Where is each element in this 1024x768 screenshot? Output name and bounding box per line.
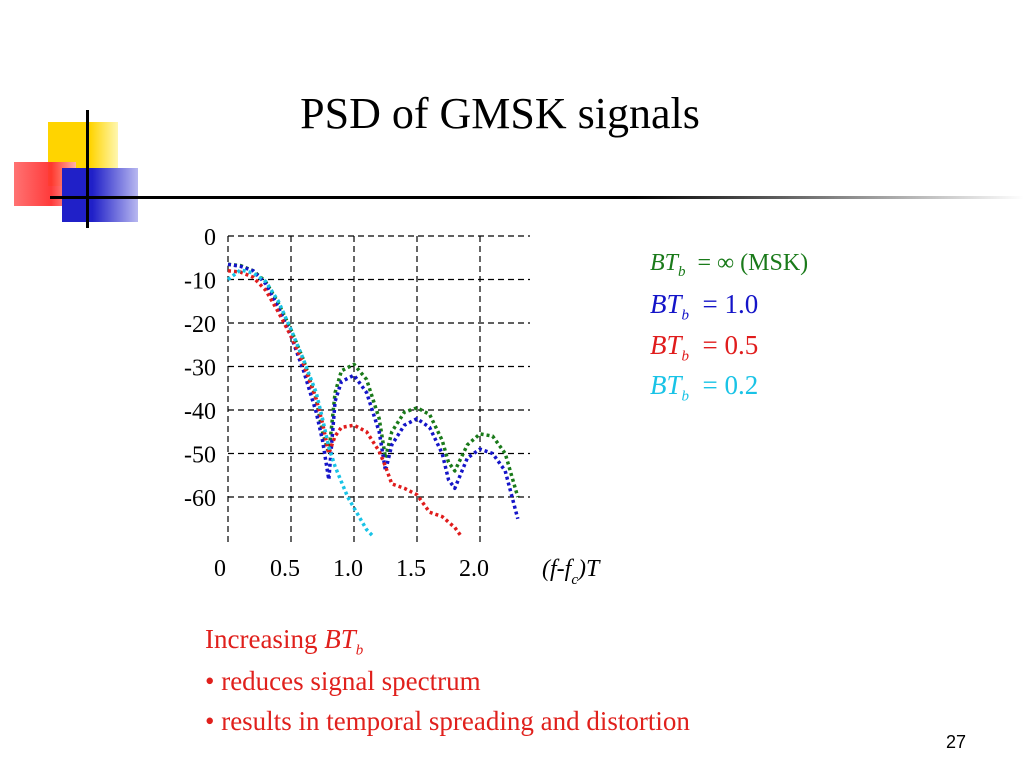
legend-item-bt: BT xyxy=(650,289,682,319)
note-line-1-text: Increasing xyxy=(205,624,325,654)
legend-item-bt: BT xyxy=(650,370,682,400)
legend-item: BTb = ∞ (MSK) xyxy=(650,250,808,281)
decor-blue-square xyxy=(62,168,138,222)
x-tick-label: 2.0 xyxy=(459,556,489,582)
note-line-2: • reduces signal spectrum xyxy=(205,666,481,696)
legend-item-value: = ∞ (MSK) xyxy=(685,250,809,276)
page-number: 27 xyxy=(945,732,966,752)
series-line xyxy=(227,269,463,538)
legend-item-value: = 1.0 xyxy=(689,289,759,319)
decor-vertical-line xyxy=(86,110,89,228)
slide-title: PSD of GMSK signals xyxy=(300,89,700,138)
legend-item: BTb = 0.2 xyxy=(650,370,758,405)
y-tick-label: -20 xyxy=(184,312,216,338)
legend-item: BTb = 0.5 xyxy=(650,330,758,365)
y-tick-label: 0 xyxy=(204,225,216,251)
note-line-1-bt: BT xyxy=(324,624,356,654)
title-underline xyxy=(50,196,1024,199)
legend-item-sub: b xyxy=(681,307,690,324)
note-line-1-sub: b xyxy=(355,642,364,659)
legend-item-sub: b xyxy=(681,348,690,365)
legend-item-sub: b xyxy=(681,388,690,405)
series-line xyxy=(226,268,375,538)
note-line-1: Increasing BTb xyxy=(205,624,363,659)
x-tick-label: 1.0 xyxy=(333,556,363,582)
legend-item-value: = 0.5 xyxy=(689,330,759,360)
x-axis-label: (f-fc)T xyxy=(542,556,601,588)
legend-item: BTb = 1.0 xyxy=(650,289,758,324)
y-tick-label: -40 xyxy=(184,399,216,425)
legend-item-bt: BT xyxy=(650,330,682,360)
x-tick-label: 0 xyxy=(214,556,226,582)
y-tick-label: -60 xyxy=(184,486,216,512)
series-line xyxy=(227,262,520,520)
legend-item-value: = 0.2 xyxy=(689,370,759,400)
legend-item-bt: BT xyxy=(650,250,679,276)
x-tick-label: 1.5 xyxy=(396,556,426,582)
legend-item-sub: b xyxy=(678,263,686,280)
y-tick-label: -10 xyxy=(184,269,216,295)
note-line-3: • results in temporal spreading and dist… xyxy=(205,706,690,736)
y-tick-label: -30 xyxy=(184,356,216,382)
x-tick-label: 0.5 xyxy=(270,556,300,582)
y-tick-label: -50 xyxy=(184,443,216,469)
